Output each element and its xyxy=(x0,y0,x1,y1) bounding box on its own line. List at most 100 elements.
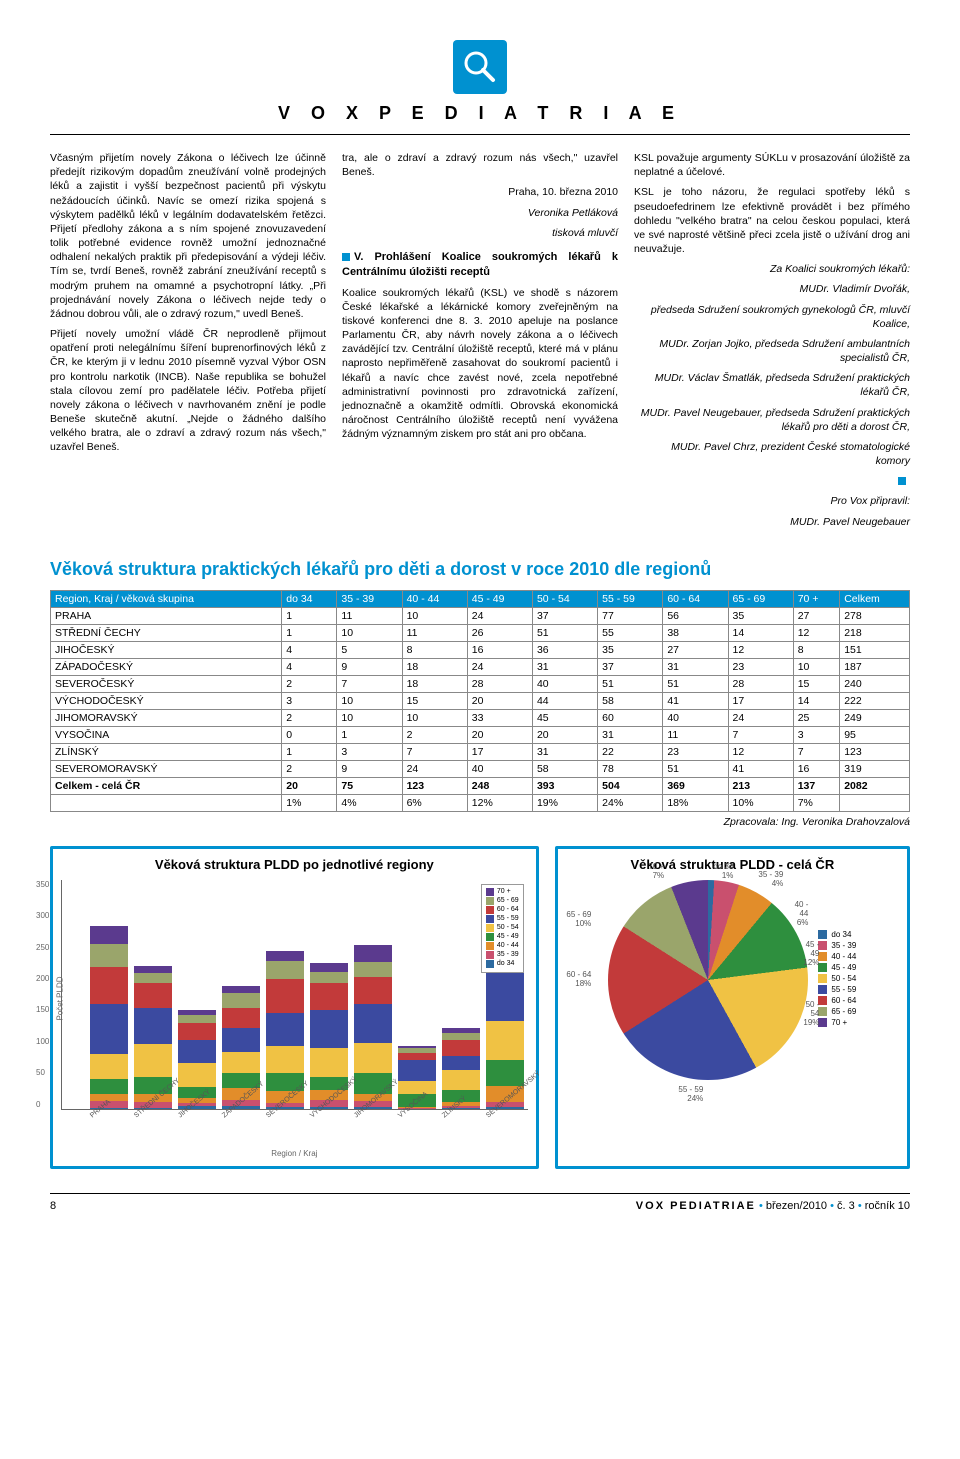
table-cell: VÝCHODOČESKÝ xyxy=(51,692,282,709)
bar-segment xyxy=(398,1060,436,1080)
table-cell: 1 xyxy=(282,743,337,760)
table-cell: 213 xyxy=(728,777,793,794)
table-cell: 10 xyxy=(793,658,839,675)
legend-item: 40 - 44 xyxy=(818,952,856,961)
table-header-cell: 35 - 39 xyxy=(337,590,402,607)
table-cell: 504 xyxy=(598,777,663,794)
table-cell: 2 xyxy=(282,709,337,726)
pie-callout-65-69: 65 - 6910% xyxy=(566,910,591,928)
table-section-title: Věková struktura praktických lékařů pro … xyxy=(50,559,910,580)
table-cell: 393 xyxy=(532,777,597,794)
table-cell: 51 xyxy=(598,675,663,692)
bar-segment xyxy=(222,1028,260,1052)
table-cell: 26 xyxy=(467,624,532,641)
table-cell: 22 xyxy=(598,743,663,760)
bar-segment xyxy=(90,1054,128,1078)
table-cell: 2 xyxy=(282,760,337,777)
bar-xlabel: Region / Kraj xyxy=(61,1149,528,1158)
legend-item: 55 - 59 xyxy=(818,985,856,994)
table-cell: 27 xyxy=(663,641,728,658)
table-cell: 35 xyxy=(728,607,793,624)
bar-chart: Počet PLDD 050100150200250300350 70 +65 … xyxy=(61,880,528,1110)
table-cell: 23 xyxy=(728,658,793,675)
bar-ylabel: Počet PLDD xyxy=(56,977,65,1021)
bar-segment xyxy=(354,962,392,978)
page-footer: 8 VOX PEDIATRIAE • březen/2010 • č. 3 • … xyxy=(50,1193,910,1212)
table-cell: 31 xyxy=(663,658,728,675)
legend-item: 50 - 54 xyxy=(486,924,519,932)
table-cell: PRAHA xyxy=(51,607,282,624)
bar-segment xyxy=(310,972,348,983)
table-row: PRAHA11110243777563527278 xyxy=(51,607,910,624)
legend-item: 45 - 49 xyxy=(818,963,856,972)
table-cell: 1% xyxy=(282,794,337,811)
legend-item: 65 - 69 xyxy=(486,897,519,905)
table-cell: 20 xyxy=(532,726,597,743)
table-header-cell: Celkem xyxy=(840,590,910,607)
table-cell: 40 xyxy=(532,675,597,692)
col2-head-text: V. Prohlášení Koalice soukromých lékařů … xyxy=(342,251,618,278)
table-cell: 369 xyxy=(663,777,728,794)
pie-chart xyxy=(608,880,808,1080)
table-row: ZÁPADOČESKÝ4918243137312310187 xyxy=(51,658,910,675)
table-cell: 24 xyxy=(467,658,532,675)
table-cell: 31 xyxy=(532,658,597,675)
table-cell: STŘEDNÍ ČECHY xyxy=(51,624,282,641)
col3-p1: KSL považuje argumenty SÚKLu v prosazová… xyxy=(634,151,910,179)
table-cell: 7 xyxy=(793,743,839,760)
table-cell: 3 xyxy=(282,692,337,709)
table-cell: JIHOČESKÝ xyxy=(51,641,282,658)
table-cell: 10 xyxy=(402,607,467,624)
table-body: PRAHA11110243777563527278STŘEDNÍ ČECHY11… xyxy=(51,607,910,811)
table-cell: 11 xyxy=(402,624,467,641)
table-cell: 95 xyxy=(840,726,910,743)
bar-segment xyxy=(310,983,348,1010)
bar-segment xyxy=(90,967,128,1004)
legend-item: 70 + xyxy=(486,888,519,896)
table-cell: 28 xyxy=(728,675,793,692)
table-row: SEVEROČESKÝ2718284051512815240 xyxy=(51,675,910,692)
legend-item: do 34 xyxy=(486,960,519,968)
bar-segment xyxy=(310,963,348,972)
bar-segment xyxy=(90,926,128,944)
divider xyxy=(50,134,910,135)
table-cell: 24 xyxy=(467,607,532,624)
table-cell xyxy=(840,794,910,811)
column-2: tra, ale o zdraví a zdravý rozum nás vše… xyxy=(342,151,618,535)
signature-line: MUDr. Vladimír Dvořák, xyxy=(634,282,910,296)
bar-yticks: 050100150200250300350 xyxy=(36,880,49,1109)
legend-item: 55 - 59 xyxy=(486,915,519,923)
legend-item: 35 - 39 xyxy=(818,941,856,950)
table-cell: 4 xyxy=(282,658,337,675)
table-cell: JIHOMORAVSKÝ xyxy=(51,709,282,726)
legend-item: 35 - 39 xyxy=(486,951,519,959)
table-cell: 18 xyxy=(402,675,467,692)
bar-segment xyxy=(266,1046,304,1072)
table-cell: 278 xyxy=(840,607,910,624)
legend-item: 50 - 54 xyxy=(818,974,856,983)
pie-callout-60-64: 60 - 6418% xyxy=(566,970,591,988)
table-cell: 6% xyxy=(402,794,467,811)
table-cell: 10 xyxy=(337,709,402,726)
pie-callout-do34: do 341% xyxy=(713,862,733,880)
table-cell: 137 xyxy=(793,777,839,794)
table-cell: 249 xyxy=(840,709,910,726)
table-cell: 319 xyxy=(840,760,910,777)
bar-segment xyxy=(90,944,128,967)
col2-sig2: tisková mluvčí xyxy=(342,226,618,240)
table-row: SEVEROMORAVSKÝ2924405878514116319 xyxy=(51,760,910,777)
bar-segment xyxy=(354,977,392,1003)
publication-title: V O X P E D I A T R I A E xyxy=(50,103,910,124)
table-cell: 37 xyxy=(598,658,663,675)
bar-segment xyxy=(354,1043,392,1073)
bar-segment xyxy=(398,1053,436,1060)
legend-item: 60 - 64 xyxy=(818,996,856,1005)
table-cell: 12% xyxy=(467,794,532,811)
table-total-row: Celkem - celá ČR207512324839350436921313… xyxy=(51,777,910,794)
end-bullet-icon xyxy=(898,477,906,485)
table-header-cell: 40 - 44 xyxy=(402,590,467,607)
table-cell: 2 xyxy=(402,726,467,743)
bar-segment xyxy=(266,1013,304,1047)
table-cell: 51 xyxy=(663,675,728,692)
table-cell: 7 xyxy=(728,726,793,743)
